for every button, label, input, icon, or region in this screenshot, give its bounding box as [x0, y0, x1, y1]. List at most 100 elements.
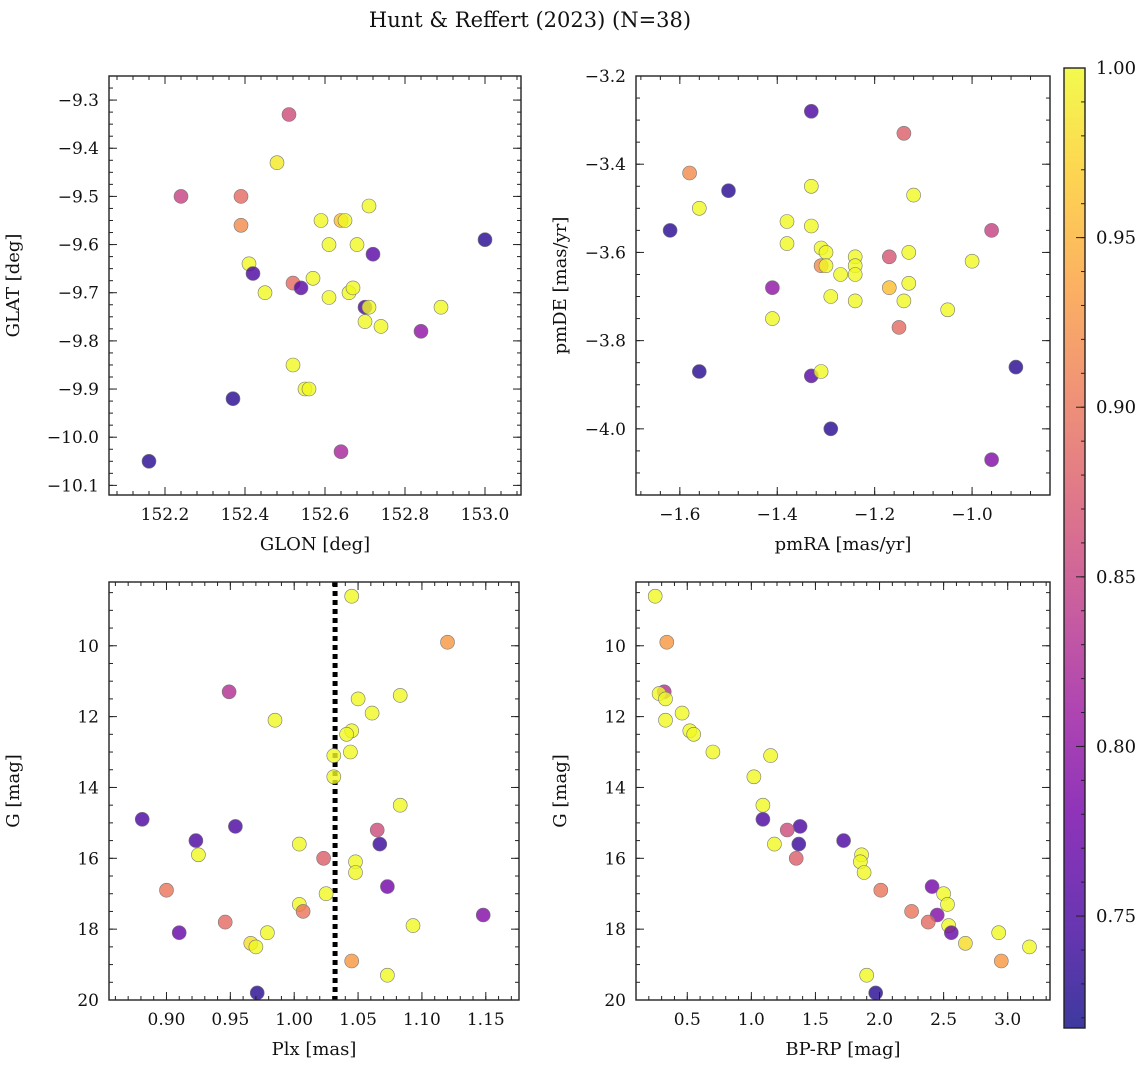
y-tick-label: −3.2	[585, 67, 626, 87]
data-point	[658, 691, 673, 707]
x-tick-label: 1.10	[403, 1010, 441, 1030]
data-point	[746, 769, 762, 785]
data-point	[659, 634, 675, 650]
data-point	[413, 323, 429, 339]
x-tick-label: −1.2	[854, 505, 895, 525]
data-point	[339, 726, 354, 742]
data-point	[477, 232, 493, 247]
y-tick-label: −9.9	[58, 380, 99, 400]
plot-frame	[108, 581, 520, 1001]
x-tick-label: 152.6	[301, 505, 350, 525]
data-point	[392, 797, 408, 813]
y-tick-label: 10	[604, 637, 626, 657]
colorbar-tick-label: 0.75	[1096, 906, 1136, 927]
y-tick-label: 12	[77, 708, 99, 728]
plot-frame	[108, 75, 522, 496]
x-tick-label: −1.0	[951, 505, 992, 525]
data-point	[269, 155, 285, 170]
data-point	[818, 258, 834, 274]
y-tick-label: −10.0	[47, 428, 99, 448]
data-point	[779, 236, 795, 251]
data-point	[301, 381, 317, 397]
tick-labels: 0.90 0.95 1.00 1.05 1.10 1.15 10 12 14 16 18 20	[77, 637, 504, 1030]
y-tick-label: 16	[604, 849, 626, 869]
axis-ticks	[109, 75, 521, 495]
data-point	[803, 104, 819, 119]
data-point	[248, 939, 264, 955]
x-tick-label: 2.5	[930, 1010, 957, 1030]
data-point	[767, 836, 782, 852]
x-tick-label: 152.4	[221, 505, 270, 525]
data-point	[662, 223, 678, 238]
x-tick-label: 1.5	[802, 1010, 829, 1030]
y-axis-label: G [mag]	[550, 754, 571, 827]
data-point	[901, 245, 917, 260]
data-point	[188, 833, 204, 848]
data-point	[337, 213, 353, 228]
data-point	[405, 918, 421, 933]
data-point	[896, 126, 912, 141]
data-point	[691, 364, 707, 379]
data-point	[920, 914, 936, 930]
colorbar-tick-label: 0.85	[1096, 567, 1136, 588]
data-point	[1022, 939, 1037, 955]
data-point	[763, 748, 778, 763]
data-point	[904, 904, 919, 919]
data-point	[779, 822, 795, 838]
x-axis-label: GLON [deg]	[260, 534, 370, 555]
y-tick-label: −9.7	[58, 284, 99, 304]
data-point	[285, 357, 301, 373]
x-axis-label: pmRA [mas/yr]	[775, 534, 912, 555]
data-point	[891, 320, 907, 335]
scatter-points	[647, 588, 1037, 1001]
data-point	[658, 712, 673, 728]
data-point	[1008, 359, 1024, 375]
data-point	[788, 850, 804, 866]
data-point	[233, 218, 249, 233]
y-tick-label: 20	[604, 991, 626, 1011]
data-point	[833, 267, 848, 282]
data-point	[361, 299, 377, 315]
data-point	[859, 967, 875, 983]
data-point	[293, 280, 309, 296]
data-point	[984, 223, 999, 238]
tick-labels: −1.6 −1.4 −1.2 −1.0 −3.2 −3.4 −3.6 −3.8 −4.0	[585, 67, 993, 525]
subplot-pm: −1.6 −1.4 −1.2 −1.0 −3.2 −3.4 −3.6 −3.8 −4.0 pmRA…	[550, 67, 1051, 555]
y-tick-label: −3.8	[585, 332, 626, 352]
data-point	[943, 925, 959, 941]
data-point	[333, 444, 349, 460]
x-tick-label: −1.4	[757, 505, 798, 525]
subplot-sky: 152.2 152.4 152.6 152.8 153.0 −9.3 −9.4 −9.5 −9.…	[3, 75, 522, 555]
data-point	[984, 452, 999, 468]
data-point	[281, 107, 297, 122]
data-point	[924, 879, 940, 894]
data-point	[365, 246, 381, 262]
x-tick-label: 0.90	[148, 1010, 186, 1030]
colorbar: 0.75 0.80 0.85 0.90 0.95 1.00	[1063, 58, 1136, 1029]
x-tick-label: 3.0	[994, 1010, 1021, 1030]
y-tick-label: −4.0	[585, 420, 626, 440]
x-axis-label: Plx [mas]	[272, 1039, 357, 1060]
data-point	[316, 850, 331, 866]
x-tick-label: 1.0	[738, 1010, 765, 1030]
data-point	[361, 198, 377, 214]
data-point	[373, 319, 389, 334]
data-point	[691, 201, 707, 216]
data-point	[305, 270, 321, 286]
data-point	[803, 218, 819, 234]
colorbar-tick-label: 0.95	[1096, 228, 1136, 249]
data-point	[291, 836, 307, 852]
data-point	[233, 189, 249, 204]
y-tick-label: 16	[77, 849, 99, 869]
data-point	[765, 311, 780, 326]
data-point	[171, 925, 187, 941]
data-point	[380, 879, 395, 894]
data-point	[217, 914, 233, 930]
plot-frame	[635, 581, 1051, 1001]
data-point	[836, 833, 851, 848]
data-point	[779, 214, 795, 229]
data-point	[225, 391, 241, 407]
data-point	[369, 822, 385, 838]
data-point	[134, 811, 150, 827]
